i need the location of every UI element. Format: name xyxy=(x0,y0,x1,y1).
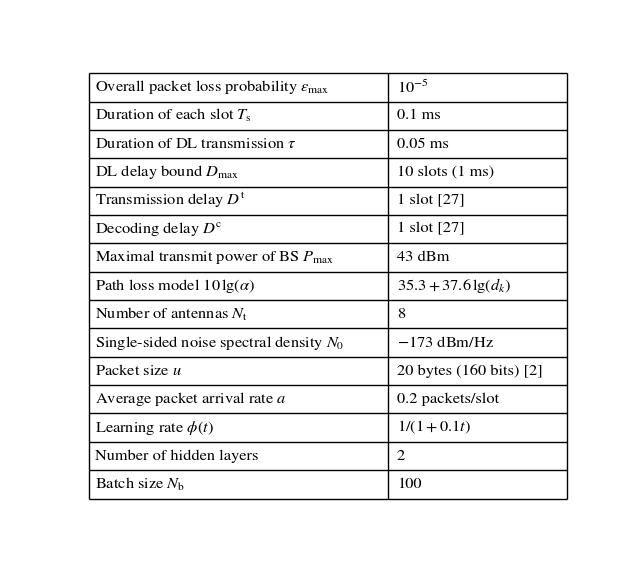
Text: Maximal transmit power of BS $P_{\mathrm{max}}$: Maximal transmit power of BS $P_{\mathrm… xyxy=(95,248,335,267)
Text: $35.3 + 37.6\,\mathrm{lg}(d_k)$: $35.3 + 37.6\,\mathrm{lg}(d_k)$ xyxy=(397,276,511,295)
Text: 2: 2 xyxy=(397,449,405,462)
Text: 0.1 ms: 0.1 ms xyxy=(397,109,440,122)
Text: Overall packet loss probability $\varepsilon_{\mathrm{max}}$: Overall packet loss probability $\vareps… xyxy=(95,78,330,96)
Text: Average packet arrival rate $a$: Average packet arrival rate $a$ xyxy=(95,391,287,408)
Text: Path loss model $10\,\mathrm{lg}(\alpha)$: Path loss model $10\,\mathrm{lg}(\alpha)… xyxy=(95,277,255,295)
Text: Learning rate $\phi(t)$: Learning rate $\phi(t)$ xyxy=(95,419,214,436)
Text: $1/(1 + 0.1t)$: $1/(1 + 0.1t)$ xyxy=(397,419,471,436)
Text: 8: 8 xyxy=(397,307,405,321)
Text: 10 slots (1 ms): 10 slots (1 ms) xyxy=(397,166,494,179)
Text: 20 bytes (160 bits) [2]: 20 bytes (160 bits) [2] xyxy=(397,364,543,378)
Text: Number of antennas $N_{\mathrm{t}}$: Number of antennas $N_{\mathrm{t}}$ xyxy=(95,306,248,323)
Text: $-173$ dBm/Hz: $-173$ dBm/Hz xyxy=(397,335,493,350)
Text: Number of hidden layers: Number of hidden layers xyxy=(95,449,259,462)
Text: $10^{-5}$: $10^{-5}$ xyxy=(397,79,428,96)
Text: Duration of DL transmission $\tau$: Duration of DL transmission $\tau$ xyxy=(95,137,297,151)
Text: DL delay bound $D_{\mathrm{max}}$: DL delay bound $D_{\mathrm{max}}$ xyxy=(95,164,239,181)
Text: 1 slot [27]: 1 slot [27] xyxy=(397,222,465,236)
Text: 1 slot [27]: 1 slot [27] xyxy=(397,194,465,208)
Text: Transmission delay $D^{\mathrm{t}}$: Transmission delay $D^{\mathrm{t}}$ xyxy=(95,191,246,211)
Text: 0.2 packets/slot: 0.2 packets/slot xyxy=(397,393,499,406)
Text: Packet size $u$: Packet size $u$ xyxy=(95,363,182,379)
Text: 100: 100 xyxy=(397,478,421,491)
Text: Single-sided noise spectral density $N_0$: Single-sided noise spectral density $N_0… xyxy=(95,333,345,351)
Text: Duration of each slot $T_{\mathrm{s}}$: Duration of each slot $T_{\mathrm{s}}$ xyxy=(95,107,252,124)
Text: Batch size $N_{\mathrm{b}}$: Batch size $N_{\mathrm{b}}$ xyxy=(95,476,186,493)
Text: 43 dBm: 43 dBm xyxy=(397,251,449,264)
Text: Decoding delay $D^{\mathrm{c}}$: Decoding delay $D^{\mathrm{c}}$ xyxy=(95,220,223,238)
Text: 0.05 ms: 0.05 ms xyxy=(397,138,449,151)
